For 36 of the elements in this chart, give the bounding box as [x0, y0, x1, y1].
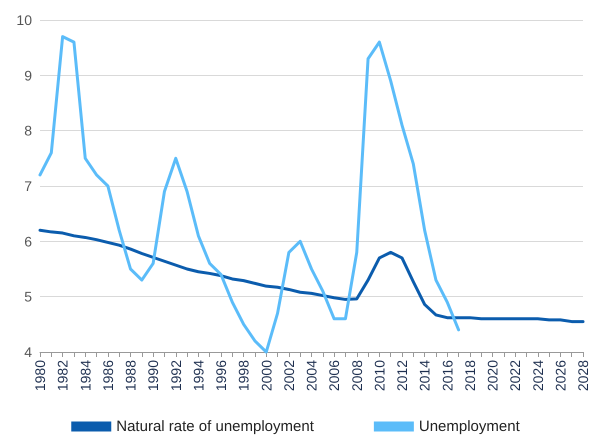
- x-tick-label: 1982: [54, 360, 71, 392]
- x-tick-label: 2026: [552, 360, 568, 392]
- x-tick-label: 1994: [190, 360, 206, 392]
- x-tick-label: 2020: [484, 360, 500, 392]
- legend-label: Natural rate of unemployment: [116, 418, 315, 435]
- x-tick-label: 1992: [168, 360, 184, 392]
- x-tick-label: 2004: [304, 360, 320, 392]
- x-tick-label: 2010: [371, 360, 388, 392]
- legend-label: Unemployment: [418, 418, 521, 435]
- x-tick-label: 2006: [326, 360, 342, 392]
- x-tick-label: 1998: [236, 360, 252, 392]
- x-tick-label: 2012: [394, 360, 410, 392]
- y-tick-label: 9: [24, 67, 32, 84]
- x-tick-label: 1984: [77, 360, 94, 392]
- y-tick-label: 7: [24, 178, 32, 194]
- x-tick-label: 2018: [462, 360, 478, 392]
- y-tick-label: 5: [24, 288, 32, 305]
- x-tick-label: 2002: [280, 360, 297, 392]
- x-tick-label: 1990: [145, 360, 162, 392]
- y-tick-label: 8: [24, 122, 32, 139]
- x-tick-label: 2000: [258, 360, 274, 392]
- x-tick-label: 2022: [507, 360, 524, 392]
- line-series: [38, 35, 460, 354]
- y-tick-label: 6: [24, 233, 32, 250]
- x-tick-label: 2028: [575, 360, 591, 392]
- x-tick-label: 1996: [213, 360, 229, 392]
- x-tick-label: 2016: [439, 360, 456, 392]
- x-tick-label: 2024: [530, 360, 546, 392]
- y-tick-label: 10: [16, 12, 32, 28]
- y-tick-label: 4: [24, 344, 32, 360]
- x-tick-label: 2008: [348, 360, 365, 392]
- x-tick-label: 1986: [100, 360, 116, 392]
- line-series: [38, 228, 584, 324]
- x-tick-label: 1988: [122, 360, 138, 392]
- x-tick-label: 2014: [416, 360, 433, 392]
- x-tick-label: 1980: [32, 360, 48, 392]
